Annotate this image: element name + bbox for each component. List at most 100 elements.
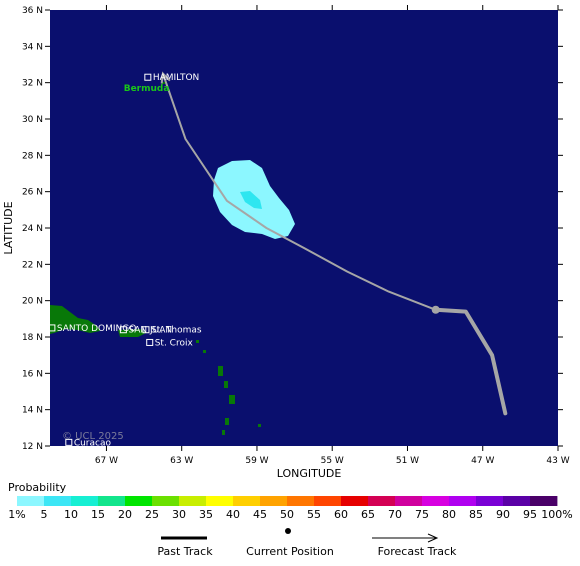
colorbar-label: 5 <box>41 508 48 521</box>
current-position-marker <box>431 305 440 314</box>
colorbar-label: 25 <box>145 508 159 521</box>
land-masses <box>50 82 261 435</box>
lat-tick-label: 26 N <box>22 188 43 198</box>
island-5 <box>222 430 225 435</box>
lat-tick-label: 34 N <box>22 42 43 52</box>
colorbar-label: 65 <box>361 508 375 521</box>
lon-tick-label: 55 W <box>321 456 344 466</box>
place-label: St. Thomas <box>151 326 202 336</box>
lat-tick-label: 36 N <box>22 6 43 16</box>
colorbar-label: 100% <box>541 508 572 521</box>
forecast-track-legend-arrowhead <box>427 533 439 543</box>
place-marker <box>144 73 152 81</box>
colorbar-swatch <box>503 496 531 506</box>
colorbar-label: 95 <box>523 508 537 521</box>
colorbar-swatch <box>152 496 180 506</box>
colorbar-label: 85 <box>469 508 483 521</box>
probability-area-mid <box>240 191 262 209</box>
colorbar-swatch <box>206 496 234 506</box>
island-2 <box>224 381 228 388</box>
watermark-text: © UCL 2025 <box>62 431 124 442</box>
probability-colorbar-labels: 1% 5 10 15 20 25 30 35 40 45 50 55 60 65 70 75 80 85 90 95 1… <box>8 508 572 521</box>
bermuda-land <box>162 82 165 84</box>
colorbar-swatch <box>341 496 369 506</box>
place-marker <box>146 338 154 346</box>
lat-tick-label: 12 N <box>22 442 43 452</box>
colorbar-label: 60 <box>334 508 348 521</box>
y-axis-title: LATITUDE <box>2 201 15 254</box>
x-axis-title: LONGITUDE <box>277 467 342 480</box>
colorbar-label: 1% <box>8 508 25 521</box>
island-6 <box>258 424 261 427</box>
colorbar-swatch <box>17 496 45 506</box>
past-track-label: Past Track <box>157 545 213 558</box>
probability-colorbar <box>17 496 558 506</box>
colorbar-label: 55 <box>307 508 321 521</box>
lon-tick-label: 47 W <box>471 456 494 466</box>
place-label: Bermuda <box>124 84 170 94</box>
colorbar-swatch <box>179 496 207 506</box>
colorbar-swatch <box>44 496 72 506</box>
colorbar-swatch <box>98 496 126 506</box>
lon-tick-label: 67 W <box>95 456 118 466</box>
colorbar-swatch <box>287 496 315 506</box>
place-label: St. Croix <box>155 338 194 348</box>
forecast-arrowhead <box>160 71 171 84</box>
lat-tick-label: 18 N <box>22 333 43 343</box>
forecast-track-line <box>161 73 437 311</box>
colorbar-swatch <box>260 496 288 506</box>
place-label: SAN JUAN <box>128 326 172 336</box>
colorbar-label: 90 <box>496 508 510 521</box>
island-1 <box>218 366 223 376</box>
probability-swath <box>213 160 295 239</box>
lat-tick-label: 24 N <box>22 224 43 234</box>
lat-tick-label: 20 N <box>22 297 43 307</box>
track-legend: Past Track Current Position Forecast Tra… <box>157 528 457 558</box>
current-position-legend-dot <box>285 528 291 534</box>
colorbar-label: 30 <box>172 508 186 521</box>
island-3 <box>229 395 235 404</box>
hispaniola-land <box>50 305 100 334</box>
colorbar-swatch <box>233 496 261 506</box>
colorbar-label: 45 <box>253 508 267 521</box>
forecast-track-label: Forecast Track <box>378 545 457 558</box>
lon-tick-label: 43 W <box>546 456 569 466</box>
lat-tick-label: 22 N <box>22 260 43 270</box>
colorbar-swatch <box>422 496 450 506</box>
colorbar-swatch <box>530 496 558 506</box>
colorbar-label: 75 <box>415 508 429 521</box>
lat-tick-label: 16 N <box>22 369 43 379</box>
island-4 <box>225 418 229 425</box>
longitude-axis: 67 W 63 W 59 W 55 W 51 W 47 W 43 W <box>95 5 570 466</box>
place-label: HAMILTON <box>153 73 199 83</box>
colorbar-label: 10 <box>64 508 78 521</box>
lat-tick-label: 28 N <box>22 151 43 161</box>
colorbar-label: 40 <box>226 508 240 521</box>
colorbar-swatch <box>125 496 153 506</box>
place-label: SANTO DOMINGO <box>57 324 136 334</box>
legend-title: Probability <box>8 481 67 494</box>
colorbar-swatch <box>368 496 396 506</box>
lat-tick-label: 32 N <box>22 79 43 89</box>
place-marker <box>65 438 73 446</box>
island-8 <box>203 350 206 353</box>
colorbar-label: 50 <box>280 508 294 521</box>
lon-tick-label: 59 W <box>245 456 268 466</box>
latitude-axis: 36 N 34 N 32 N 30 N 28 N 26 N 24 N 22 N 20 N 18 N… <box>22 6 563 452</box>
colorbar-label: 15 <box>91 508 105 521</box>
lat-tick-label: 14 N <box>22 406 43 416</box>
colorbar-swatch <box>449 496 477 506</box>
colorbar-label: 70 <box>388 508 402 521</box>
colorbar-label: 20 <box>118 508 132 521</box>
puerto-rico-land <box>118 329 146 337</box>
place-marker <box>119 326 127 334</box>
ocean-area <box>50 10 558 446</box>
lon-tick-label: 63 W <box>170 456 193 466</box>
lon-tick-label: 51 W <box>396 456 419 466</box>
current-position-label: Current Position <box>246 545 334 558</box>
place-marker <box>142 326 150 334</box>
colorbar-label: 80 <box>442 508 456 521</box>
